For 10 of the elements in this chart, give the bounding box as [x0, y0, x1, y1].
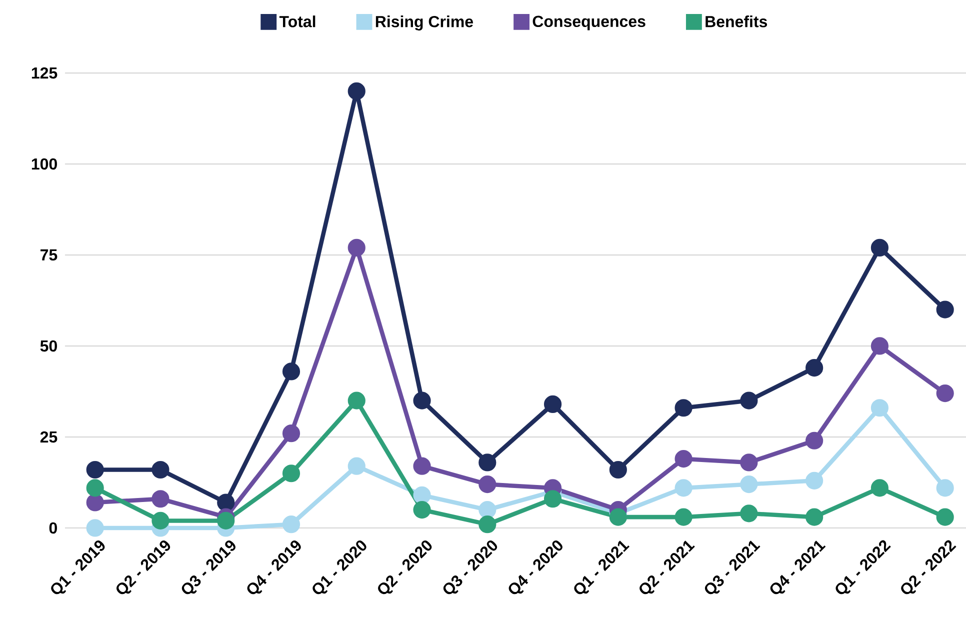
y-tick-label: 75 [40, 249, 58, 261]
y-tick-label: 125 [32, 67, 58, 79]
legend-label: Total [279, 16, 316, 28]
legend-label: Consequences [532, 16, 646, 30]
y-tick-label: 50 [40, 340, 57, 352]
legend-label: Rising Crime [376, 16, 473, 31]
y-tick-label: 25 [40, 431, 58, 443]
y-tick-label: 0 [49, 522, 57, 534]
y-tick-label: 100 [32, 158, 57, 170]
legend-label: Benefits [706, 16, 768, 28]
